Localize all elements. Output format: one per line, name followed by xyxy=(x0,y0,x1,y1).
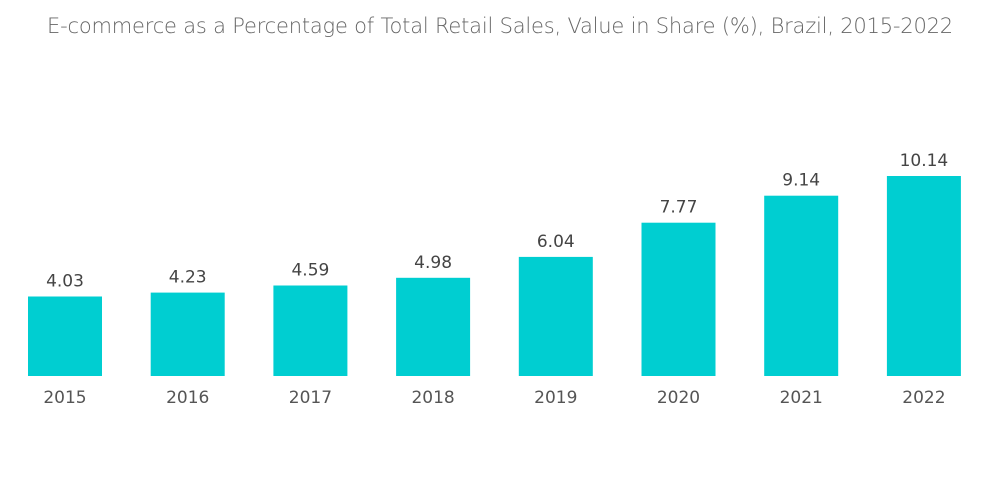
value-label-2019: 6.04 xyxy=(537,232,575,252)
x-tick-2018: 2018 xyxy=(411,388,454,408)
bars-group xyxy=(28,176,961,376)
x-tick-2019: 2019 xyxy=(534,388,577,408)
value-label-2022: 10.14 xyxy=(900,151,949,171)
x-tick-2015: 2015 xyxy=(43,388,86,408)
bar-2016 xyxy=(150,292,225,376)
bar-2017 xyxy=(273,285,348,376)
x-tick-2022: 2022 xyxy=(902,388,945,408)
x-tick-labels-group: 2015 2016 2017 2018 2019 2020 2021 2022 xyxy=(43,388,945,408)
x-tick-2020: 2020 xyxy=(657,388,700,408)
bar-2020 xyxy=(641,222,716,376)
x-tick-2021: 2021 xyxy=(780,388,823,408)
value-label-2021: 9.14 xyxy=(782,171,820,191)
x-tick-2017: 2017 xyxy=(289,388,332,408)
value-label-2015: 4.03 xyxy=(46,272,84,292)
bar-2015 xyxy=(28,296,102,376)
value-label-2018: 4.98 xyxy=(414,253,452,273)
bar-2018 xyxy=(396,277,471,376)
chart-title: E-commerce as a Percentage of Total Reta… xyxy=(47,14,953,38)
value-labels-group: 4.03 4.23 4.59 4.98 6.04 7.77 9.14 10.14 xyxy=(46,151,948,292)
value-label-2016: 4.23 xyxy=(169,268,207,288)
bar-2019 xyxy=(518,256,593,376)
x-tick-2016: 2016 xyxy=(166,388,209,408)
value-label-2017: 4.59 xyxy=(291,261,329,281)
bar-2021 xyxy=(764,195,839,376)
bar-2022 xyxy=(886,176,961,376)
value-label-2020: 7.77 xyxy=(660,198,698,218)
